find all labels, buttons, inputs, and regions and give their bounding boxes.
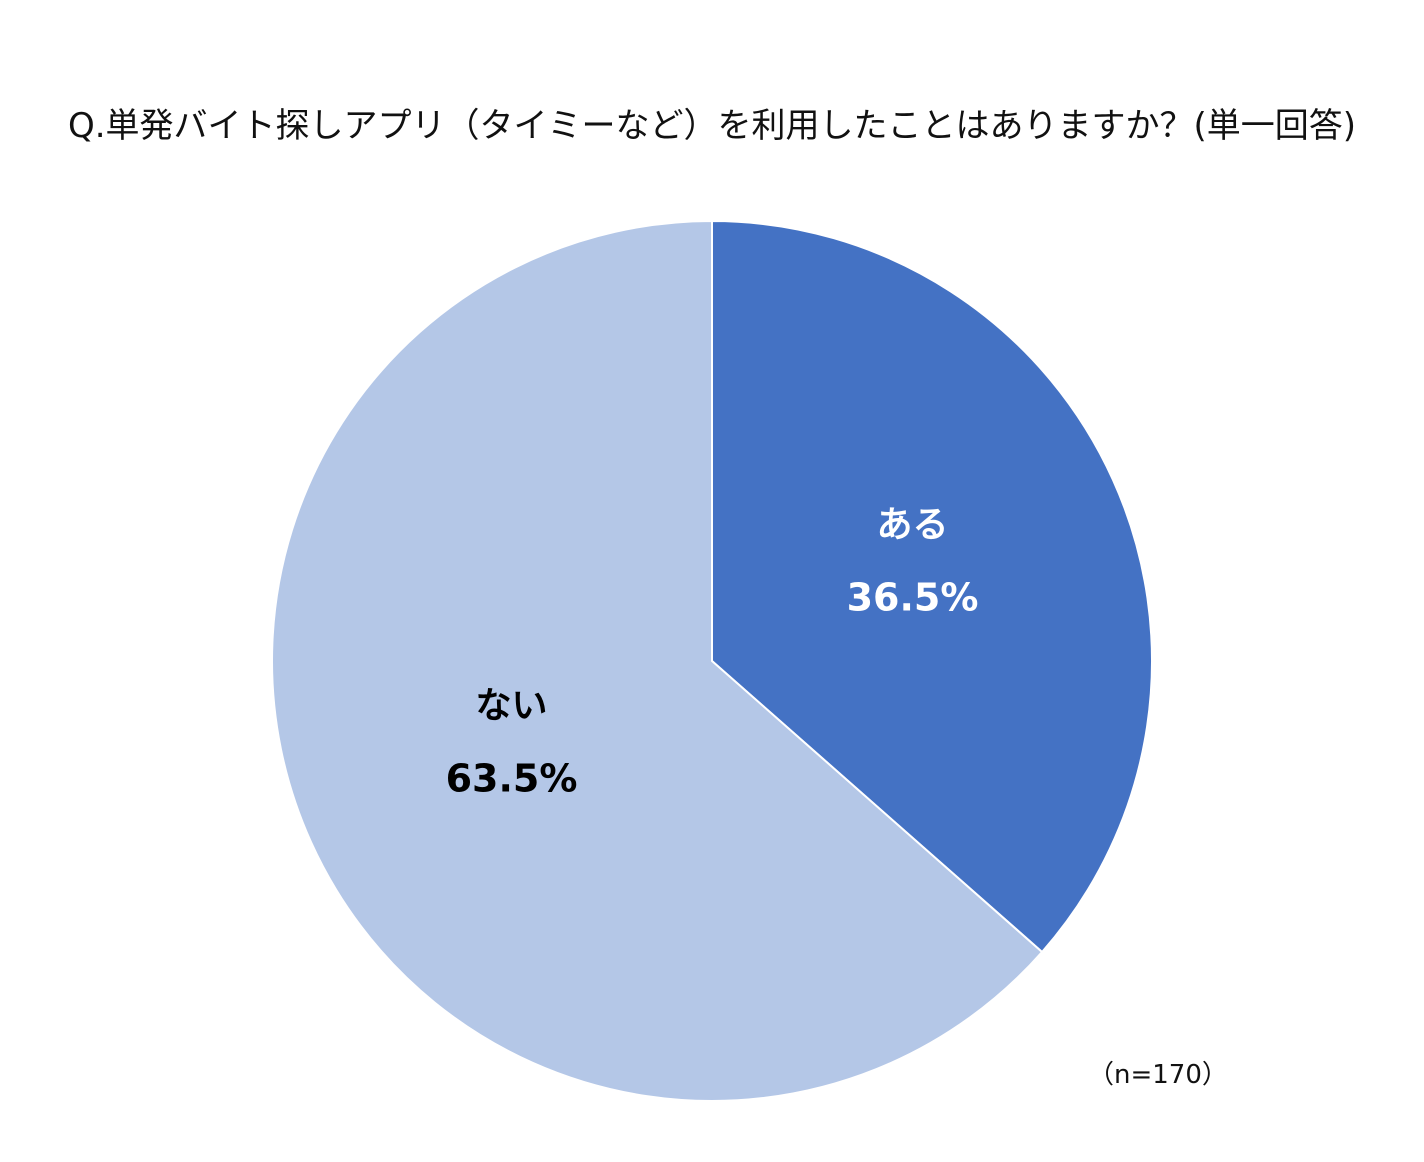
sample-size-note: （n=170） xyxy=(1088,1060,1228,1090)
slice-value-label: 36.5% xyxy=(847,575,979,619)
slice-value-label: 63.5% xyxy=(446,757,578,801)
slice-nai xyxy=(271,219,1044,1102)
pie-labels: ある 36.5% ない 63.5% xyxy=(446,504,979,800)
slice-aru xyxy=(711,219,1153,954)
slice-category-label: ない xyxy=(475,686,547,727)
slice-category-label: ある xyxy=(877,504,949,545)
chart-title: Q.単発バイト探しアプリ（タイミーなど）を利用したことはありますか？(単一回答) xyxy=(67,106,1357,146)
pie-slices xyxy=(271,219,1153,1102)
